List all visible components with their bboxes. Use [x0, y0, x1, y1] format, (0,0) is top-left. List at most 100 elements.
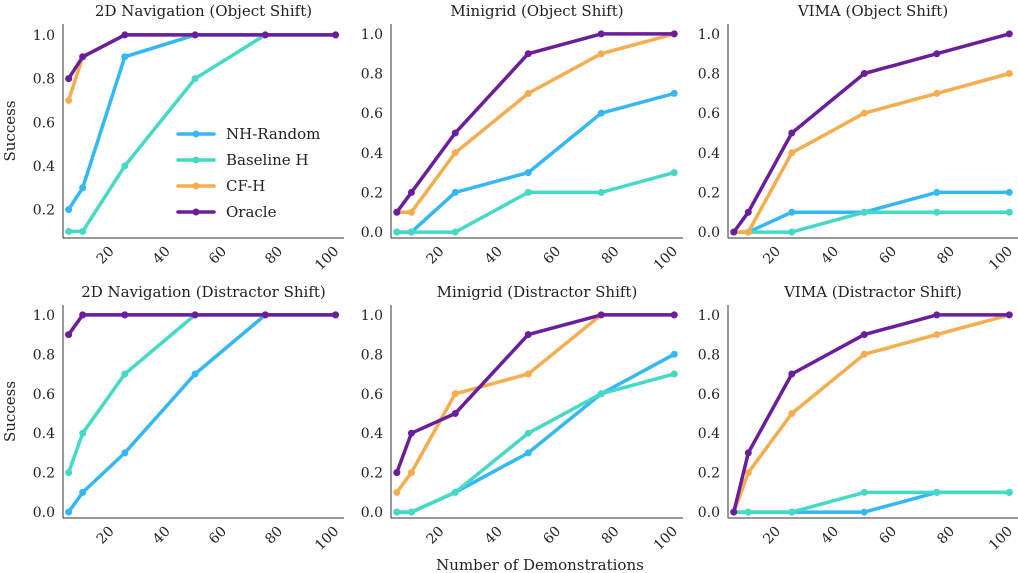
data-point	[524, 89, 532, 97]
legend-marker	[192, 156, 200, 164]
data-point	[65, 331, 73, 339]
legend: NH-Random Baseline H CF-H Oracle	[176, 125, 320, 221]
data-point	[1005, 311, 1013, 319]
data-point	[670, 350, 678, 358]
data-point	[121, 370, 129, 378]
x-tick-label: 20	[424, 524, 448, 548]
x-tick-label: 60	[876, 244, 900, 268]
data-point	[670, 30, 678, 38]
data-point	[860, 350, 868, 358]
x-tick-label: 40	[818, 244, 842, 268]
series-line-nh-random	[66, 313, 338, 514]
data-point	[451, 390, 459, 398]
data-point	[65, 227, 73, 235]
y-tick-label: 0.0	[33, 505, 55, 521]
series-line-cf-h	[732, 313, 1012, 514]
x-tick-label: 60	[206, 524, 230, 548]
data-point	[788, 508, 796, 516]
x-tick-label: 60	[876, 524, 900, 548]
data-point	[407, 228, 415, 236]
y-tick-label: 1.0	[698, 27, 720, 43]
data-point	[597, 30, 605, 38]
y-tick-label: 0.8	[361, 347, 383, 363]
series-line-oracle	[732, 313, 1012, 514]
legend-label: Oracle	[226, 203, 277, 221]
x-tick-label: 40	[818, 524, 842, 548]
series-line-oracle	[395, 32, 676, 214]
data-point	[121, 53, 129, 61]
x-tick-label: 20	[760, 524, 784, 548]
x-tick-label: 20	[760, 244, 784, 268]
legend-label: NH-Random	[226, 125, 320, 143]
x-tick-label: 100	[651, 524, 681, 554]
x-tick-label: 20	[94, 244, 118, 268]
x-tick-label: 40	[150, 244, 174, 268]
y-tick-label: 0.2	[33, 203, 55, 219]
data-point	[744, 469, 752, 477]
data-point	[79, 227, 87, 235]
x-tick-label: 80	[599, 244, 623, 268]
data-point	[933, 208, 941, 216]
data-point	[79, 311, 87, 319]
data-point	[407, 429, 415, 437]
data-point	[261, 311, 269, 319]
data-point	[788, 228, 796, 236]
shared-x-axis-label: Number of Demonstrations	[436, 556, 644, 573]
data-point	[407, 188, 415, 196]
data-point	[191, 31, 199, 39]
series-line-nh-random	[732, 490, 1012, 514]
data-point	[451, 188, 459, 196]
x-tick-label: 80	[599, 524, 623, 548]
legend-label: Baseline H	[226, 151, 309, 169]
series-line-nh-random	[66, 33, 338, 212]
y-tick-label: 0.8	[698, 347, 720, 363]
data-point	[393, 508, 401, 516]
data-point	[1005, 488, 1013, 496]
data-point	[121, 449, 129, 457]
x-tick-label: 40	[482, 524, 506, 548]
x-tick-label: 40	[482, 244, 506, 268]
data-point	[191, 75, 199, 83]
data-point	[670, 311, 678, 319]
x-tick-label: 20	[424, 244, 448, 268]
y-tick-label: 0.4	[33, 426, 55, 442]
x-tick-label: 80	[934, 524, 958, 548]
data-point	[860, 70, 868, 78]
data-point	[524, 449, 532, 457]
series-line-cf-h	[395, 313, 676, 495]
data-point	[451, 228, 459, 236]
series-line-baseline-h	[732, 210, 1012, 234]
data-point	[744, 449, 752, 457]
data-point	[393, 488, 401, 496]
chart-title: VIMA (Object Shift)	[797, 2, 948, 20]
data-point	[860, 109, 868, 117]
chart-panel-2: Minigrid (Object Shift) 0.0 0.2 0.4 0.6 0.8 1.…	[361, 2, 683, 274]
x-tick-label: 100	[312, 524, 342, 554]
x-tick-label: 40	[150, 524, 174, 548]
data-point	[788, 409, 796, 417]
chart-title: Minigrid (Object Shift)	[450, 2, 623, 20]
data-point	[451, 129, 459, 137]
data-point	[1005, 188, 1013, 196]
data-point	[332, 311, 340, 319]
chart-panel-3: VIMA (Object Shift) 0.0 0.2 0.4 0.6 0.8 1.0 20 4…	[698, 2, 1018, 274]
series-line-baseline-h	[395, 170, 676, 234]
data-point	[393, 469, 401, 477]
data-point	[524, 188, 532, 196]
y-tick-label: 0.4	[361, 146, 383, 162]
data-point	[65, 469, 73, 477]
data-point	[744, 508, 752, 516]
data-point	[79, 429, 87, 437]
series-line-baseline-h	[395, 372, 676, 514]
legend-label: CF-H	[226, 177, 265, 195]
data-point	[933, 50, 941, 58]
y-tick-label: 0.2	[698, 466, 720, 482]
data-point	[730, 508, 738, 516]
data-point	[933, 488, 941, 496]
x-tick-label: 100	[986, 524, 1016, 554]
y-tick-label: 1.0	[361, 27, 383, 43]
chart-panel-4: 2D Navigation (Distractor Shift) 0.0 0.2 0.…	[1, 283, 344, 554]
y-tick-label: 1.0	[33, 308, 55, 324]
series-line-oracle	[66, 33, 338, 81]
